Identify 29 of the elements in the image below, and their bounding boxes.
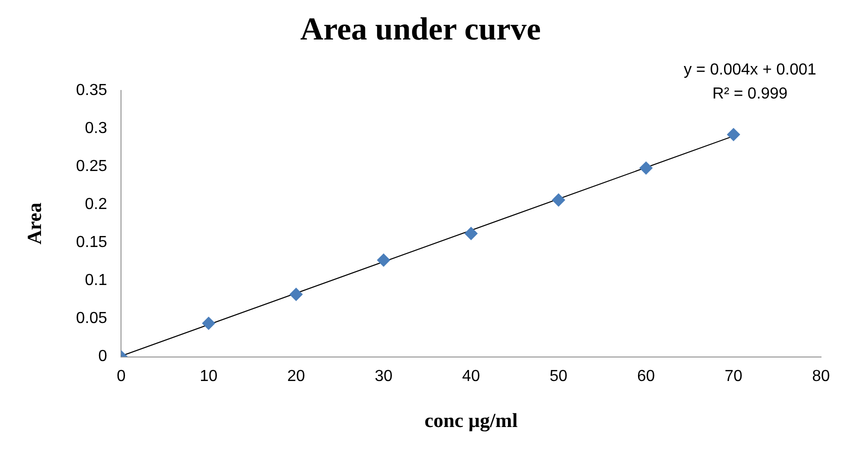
y-tick-label: 0.15	[76, 234, 108, 252]
x-axis-title: conc µg/ml	[424, 410, 518, 432]
x-tick-label: 70	[724, 368, 743, 385]
x-tick-label: 50	[550, 368, 568, 385]
chart-title: Area under curve	[300, 10, 541, 46]
point	[202, 316, 216, 330]
x-tick-label: 80	[812, 368, 830, 385]
x-tick-label: 30	[374, 368, 393, 385]
y-tick-label: 0.2	[84, 196, 108, 213]
y-tick-label: 0.3	[84, 120, 108, 137]
point	[552, 194, 566, 207]
y-tick-label: 0.25	[76, 158, 108, 175]
y-tick-label: 0.35	[76, 82, 108, 99]
y-tick-label: 0	[98, 348, 108, 366]
x-tick-label: 10	[200, 368, 218, 385]
text: y = 0.004x + 0.001	[684, 61, 816, 78]
x-tick-label: 20	[287, 368, 306, 385]
x-tick-label: 0	[116, 368, 126, 385]
y-tick-label: 0.1	[84, 272, 108, 290]
point	[464, 226, 478, 240]
y-tick-label: 0.05	[76, 310, 108, 328]
x-tick-label: 60	[637, 368, 656, 385]
annotation: R² = 0.999	[712, 85, 788, 102]
point	[377, 254, 390, 267]
point	[290, 288, 303, 301]
y-axis-title: Area	[24, 202, 46, 245]
point	[727, 128, 740, 142]
x-tick-label: 40	[462, 368, 480, 385]
point	[640, 162, 653, 175]
